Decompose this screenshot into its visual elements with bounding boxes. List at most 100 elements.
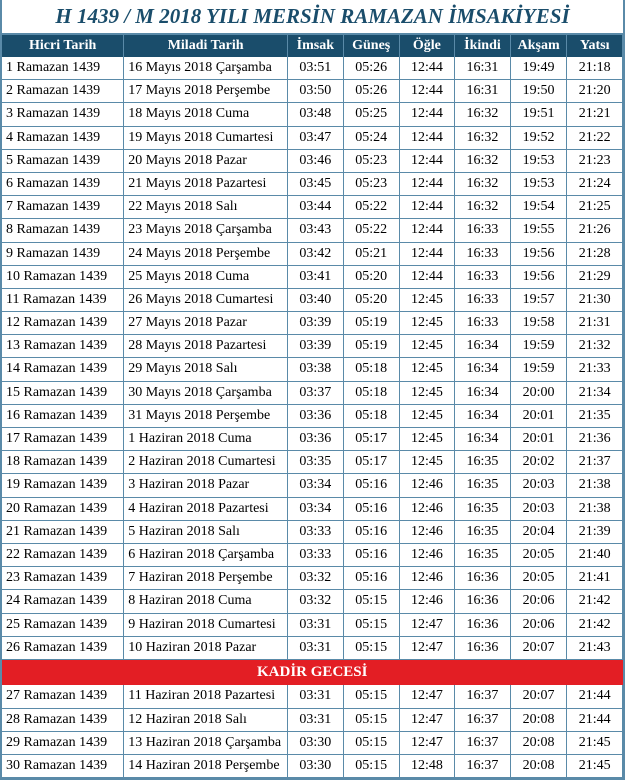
cell-gunes: 05:24: [343, 126, 399, 149]
cell-miladi: 27 Mayıs 2018 Pazar: [124, 312, 288, 335]
cell-hicri: 17 Ramazan 1439: [2, 428, 124, 451]
table-row: 3 Ramazan 143918 Mayıs 2018 Cuma03:4805:…: [2, 103, 623, 126]
page-title: H 1439 / M 2018 YILI MERSİN RAMAZAN İMSA…: [2, 0, 623, 35]
cell-gunes: 05:26: [343, 57, 399, 80]
table-row: 15 Ramazan 143930 Mayıs 2018 Çarşamba03:…: [2, 381, 623, 404]
cell-gunes: 05:16: [343, 497, 399, 520]
cell-hicri: 21 Ramazan 1439: [2, 520, 124, 543]
cell-imsak: 03:30: [287, 754, 343, 777]
cell-ikindi: 16:32: [455, 196, 511, 219]
header-row: Hicri Tarih Miladi Tarih İmsak Güneş Öğl…: [2, 35, 623, 57]
cell-miladi: 14 Haziran 2018 Perşembe: [124, 754, 288, 777]
cell-yatsi: 21:30: [567, 288, 623, 311]
cell-aksam: 20:08: [510, 708, 567, 731]
cell-ogle: 12:45: [399, 404, 454, 427]
col-gunes: Güneş: [343, 35, 399, 57]
cell-gunes: 05:16: [343, 567, 399, 590]
cell-ikindi: 16:34: [455, 335, 511, 358]
cell-aksam: 19:57: [510, 288, 567, 311]
cell-miladi: 8 Haziran 2018 Cuma: [124, 590, 288, 613]
cell-gunes: 05:15: [343, 613, 399, 636]
col-aksam: Akşam: [510, 35, 567, 57]
cell-ogle: 12:44: [399, 80, 454, 103]
cell-imsak: 03:45: [287, 172, 343, 195]
table-body: 1 Ramazan 143916 Mayıs 2018 Çarşamba03:5…: [2, 57, 623, 778]
col-ikindi: İkindi: [455, 35, 511, 57]
cell-yatsi: 21:38: [567, 497, 623, 520]
table-row: 1 Ramazan 143916 Mayıs 2018 Çarşamba03:5…: [2, 57, 623, 80]
cell-yatsi: 21:22: [567, 126, 623, 149]
cell-ogle: 12:45: [399, 358, 454, 381]
cell-ikindi: 16:33: [455, 312, 511, 335]
cell-ikindi: 16:34: [455, 358, 511, 381]
cell-imsak: 03:41: [287, 265, 343, 288]
cell-ikindi: 16:36: [455, 590, 511, 613]
cell-yatsi: 21:20: [567, 80, 623, 103]
cell-aksam: 19:59: [510, 335, 567, 358]
cell-hicri: 7 Ramazan 1439: [2, 196, 124, 219]
cell-imsak: 03:46: [287, 149, 343, 172]
cell-hicri: 11 Ramazan 1439: [2, 288, 124, 311]
cell-aksam: 19:59: [510, 358, 567, 381]
cell-ogle: 12:46: [399, 497, 454, 520]
cell-gunes: 05:21: [343, 242, 399, 265]
cell-ikindi: 16:33: [455, 265, 511, 288]
cell-hicri: 3 Ramazan 1439: [2, 103, 124, 126]
cell-hicri: 19 Ramazan 1439: [2, 474, 124, 497]
cell-ogle: 12:46: [399, 567, 454, 590]
cell-aksam: 20:03: [510, 474, 567, 497]
cell-miladi: 4 Haziran 2018 Pazartesi: [124, 497, 288, 520]
cell-miladi: 16 Mayıs 2018 Çarşamba: [124, 57, 288, 80]
cell-hicri: 24 Ramazan 1439: [2, 590, 124, 613]
cell-ogle: 12:46: [399, 520, 454, 543]
cell-yatsi: 21:45: [567, 754, 623, 777]
cell-hicri: 2 Ramazan 1439: [2, 80, 124, 103]
col-miladi: Miladi Tarih: [124, 35, 288, 57]
cell-gunes: 05:18: [343, 381, 399, 404]
cell-yatsi: 21:42: [567, 590, 623, 613]
cell-yatsi: 21:36: [567, 428, 623, 451]
table-row: 19 Ramazan 14393 Haziran 2018 Pazar03:34…: [2, 474, 623, 497]
table-row: 18 Ramazan 14392 Haziran 2018 Cumartesi0…: [2, 451, 623, 474]
cell-miladi: 21 Mayıs 2018 Pazartesi: [124, 172, 288, 195]
cell-yatsi: 21:28: [567, 242, 623, 265]
cell-ogle: 12:44: [399, 149, 454, 172]
cell-imsak: 03:51: [287, 57, 343, 80]
cell-gunes: 05:23: [343, 172, 399, 195]
col-imsak: İmsak: [287, 35, 343, 57]
cell-ogle: 12:45: [399, 288, 454, 311]
cell-hicri: 18 Ramazan 1439: [2, 451, 124, 474]
cell-ogle: 12:46: [399, 543, 454, 566]
cell-yatsi: 21:32: [567, 335, 623, 358]
cell-ogle: 12:46: [399, 590, 454, 613]
cell-yatsi: 21:26: [567, 219, 623, 242]
cell-gunes: 05:23: [343, 149, 399, 172]
cell-gunes: 05:17: [343, 428, 399, 451]
cell-imsak: 03:32: [287, 590, 343, 613]
cell-miladi: 3 Haziran 2018 Pazar: [124, 474, 288, 497]
cell-hicri: 29 Ramazan 1439: [2, 731, 124, 754]
cell-ikindi: 16:33: [455, 219, 511, 242]
cell-gunes: 05:18: [343, 358, 399, 381]
table-row: 30 Ramazan 143914 Haziran 2018 Perşembe0…: [2, 754, 623, 777]
cell-aksam: 20:07: [510, 636, 567, 659]
cell-miladi: 7 Haziran 2018 Perşembe: [124, 567, 288, 590]
cell-miladi: 22 Mayıs 2018 Salı: [124, 196, 288, 219]
cell-miladi: 9 Haziran 2018 Cumartesi: [124, 613, 288, 636]
cell-miladi: 1 Haziran 2018 Cuma: [124, 428, 288, 451]
cell-imsak: 03:30: [287, 731, 343, 754]
cell-ogle: 12:47: [399, 731, 454, 754]
cell-aksam: 19:56: [510, 242, 567, 265]
table-row: 16 Ramazan 143931 Mayıs 2018 Perşembe03:…: [2, 404, 623, 427]
cell-ikindi: 16:35: [455, 520, 511, 543]
cell-hicri: 16 Ramazan 1439: [2, 404, 124, 427]
cell-aksam: 19:55: [510, 219, 567, 242]
cell-ogle: 12:45: [399, 335, 454, 358]
cell-ogle: 12:45: [399, 381, 454, 404]
cell-ikindi: 16:34: [455, 381, 511, 404]
cell-aksam: 20:00: [510, 381, 567, 404]
cell-yatsi: 21:38: [567, 474, 623, 497]
cell-yatsi: 21:21: [567, 103, 623, 126]
cell-imsak: 03:44: [287, 196, 343, 219]
cell-miladi: 28 Mayıs 2018 Pazartesi: [124, 335, 288, 358]
